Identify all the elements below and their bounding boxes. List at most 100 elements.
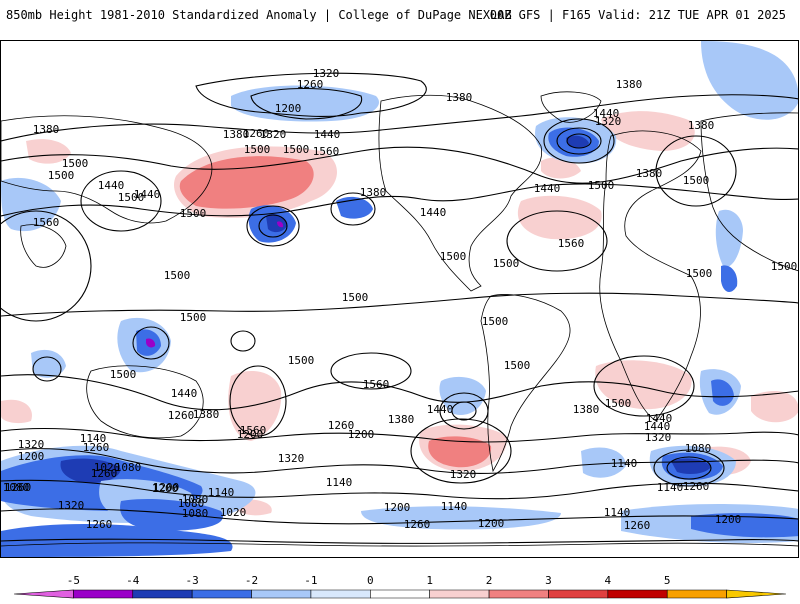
contour-label: 1500 <box>683 174 710 187</box>
colorbar-tick-label: -4 <box>126 574 140 587</box>
contour-label: 1260 <box>624 519 651 532</box>
contour-label: 1380 <box>636 167 663 180</box>
colorbar: -5 -4 -3 -2 -1 0 1 2 3 4 5 <box>0 560 800 600</box>
contour-label: 1260 <box>683 480 710 493</box>
colorbar-swatch <box>607 589 668 599</box>
contour-label: 1500 <box>605 397 632 410</box>
contour-label: 1560 <box>363 378 390 391</box>
contour-label: 1140 <box>441 500 468 513</box>
contour-label: 1320 <box>450 468 477 481</box>
contour-label: 1500 <box>493 257 520 270</box>
contour-label: 1500 <box>504 359 531 372</box>
colorbar-tick-label: -5 <box>67 574 80 587</box>
colorbar-swatches <box>13 589 787 599</box>
contour-label: 1500 <box>342 291 369 304</box>
contour-label: 1560 <box>313 145 340 158</box>
contour-label: 1260 <box>91 467 118 480</box>
contour-label: 1380 <box>573 403 600 416</box>
contour-label: 1500 <box>180 207 207 220</box>
colorbar-tick-label: -3 <box>186 574 199 587</box>
height-contours <box>1 72 798 544</box>
contour-label: 1500 <box>440 250 467 263</box>
colorbar-tick-label: -1 <box>304 574 317 587</box>
contour-label: 1560 <box>240 424 267 437</box>
contour-label: 1380 <box>616 78 643 91</box>
contour-label: 1140 <box>80 432 107 445</box>
contour-label: 1440 <box>171 387 198 400</box>
contour-label: 1260 <box>83 441 110 454</box>
contour-label: 1200 <box>275 102 302 115</box>
contour-label: 1260 <box>168 409 195 422</box>
contour-label: 1200 <box>715 513 742 526</box>
contour-label: 1380 <box>446 91 473 104</box>
colorbar-swatch <box>251 589 312 599</box>
colorbar-swatch <box>191 589 252 599</box>
colorbar-swatch <box>310 589 371 599</box>
contour-label: 1320 <box>260 128 287 141</box>
contour-label: 1260 <box>297 78 324 91</box>
colorbar-swatch <box>726 589 787 599</box>
contour-label: 1200 <box>153 481 180 494</box>
contour-label: 1440 <box>134 188 161 201</box>
contour-label: 1440 <box>420 206 447 219</box>
contour-label: 1200 <box>18 450 45 463</box>
contour-label: 1320 <box>278 452 305 465</box>
contour-label: 1380 <box>688 119 715 132</box>
contour-label: 1500 <box>482 315 509 328</box>
colorbar-swatch <box>488 589 549 599</box>
contour-label: 1500 <box>110 368 137 381</box>
contour-label: 1080 <box>182 493 209 506</box>
colorbar-tick-labels: -5 -4 -3 -2 -1 0 1 2 3 4 5 <box>67 574 671 587</box>
contour-label: 1500 <box>180 311 207 324</box>
contour-label: 1080 <box>115 461 142 474</box>
contour-label: 1020 <box>220 506 247 519</box>
contour-label: 1500 <box>283 143 310 156</box>
contour-label: 1080 <box>685 442 712 455</box>
contour-label: 1440 <box>593 107 620 120</box>
colorbar-tick-label: -2 <box>245 574 258 587</box>
contour-label: 1320 <box>595 115 622 128</box>
contour-label: 1500 <box>62 157 89 170</box>
anomaly-map: 1320 1380 1260 1200 1380 1440 1320 1380 1260 1380… <box>0 40 799 558</box>
contour-label: 1440 <box>427 403 454 416</box>
colorbar-swatch <box>548 589 609 599</box>
contour-label: 1380 <box>360 186 387 199</box>
contour-label: 1380 <box>33 123 60 136</box>
contour-label: 1260 <box>404 518 431 531</box>
colorbar-tick-label: 5 <box>664 574 671 587</box>
contour-label: 1320 <box>58 499 85 512</box>
colorbar-swatch <box>666 589 727 599</box>
map-title: 850mb Height 1981-2010 Standardized Anom… <box>6 8 512 22</box>
contour-label: 1380 <box>223 128 250 141</box>
colorbar-swatch <box>13 589 74 599</box>
contour-label: 1080 <box>3 481 30 494</box>
colorbar-tick-label: 3 <box>545 574 552 587</box>
colorbar-swatch <box>370 589 430 599</box>
contour-label: 1260 <box>243 127 270 140</box>
contour-label: 1200 <box>237 428 264 441</box>
contour-label: 1440 <box>644 420 671 433</box>
coastlines <box>1 91 798 547</box>
contour-label: 1080 <box>182 507 209 520</box>
contour-label: 1260 <box>86 518 113 531</box>
contour-label: 1200 <box>152 482 179 495</box>
contour-label: 1200 <box>478 517 505 530</box>
contour-label: 1080 <box>178 497 205 510</box>
contour-label: 1320 <box>645 431 672 444</box>
contour-label: 1500 <box>164 269 191 282</box>
contour-label: 1500 <box>588 179 615 192</box>
contour-label: 1500 <box>771 260 798 273</box>
contour-label: 1440 <box>98 179 125 192</box>
contour-label: 1140 <box>657 481 684 494</box>
contour-label: 1440 <box>534 182 561 195</box>
colorbar-tick-label: 4 <box>605 574 612 587</box>
contour-label: 1140 <box>208 486 235 499</box>
contour-label: 1380 <box>193 408 220 421</box>
contour-label: 1500 <box>244 143 271 156</box>
header: 850mb Height 1981-2010 Standardized Anom… <box>0 0 800 40</box>
model-valid-time: 00Z GFS | F165 Valid: 21Z TUE APR 01 202… <box>489 8 786 22</box>
contour-label: 1260 <box>5 481 32 494</box>
contour-label: 1500 <box>48 169 75 182</box>
contour-label: 1560 <box>33 216 60 229</box>
